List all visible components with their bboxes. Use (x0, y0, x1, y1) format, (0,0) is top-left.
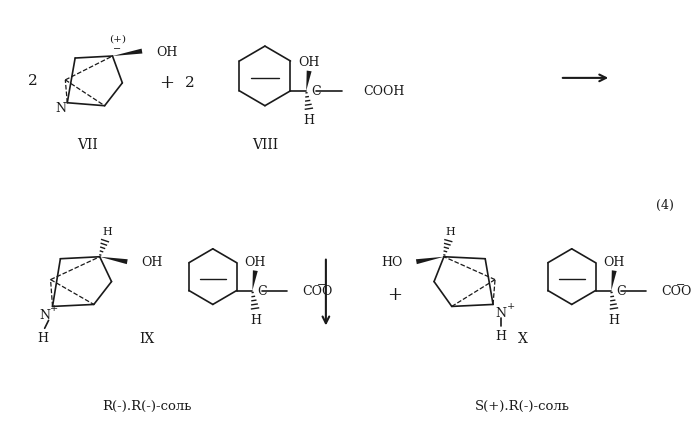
Text: X: X (518, 332, 528, 345)
Text: HO: HO (381, 256, 403, 269)
Text: 2: 2 (185, 76, 195, 90)
Text: S(+).R(-)-соль: S(+).R(-)-соль (475, 399, 570, 412)
Text: H: H (496, 329, 506, 342)
Text: N: N (55, 102, 66, 115)
Text: C: C (257, 284, 267, 297)
Text: (4): (4) (656, 198, 674, 211)
Text: R(-).R(-)-соль: R(-).R(-)-соль (102, 399, 192, 412)
Text: VII: VII (78, 138, 99, 152)
Text: OH: OH (156, 46, 177, 59)
Text: +: + (50, 303, 59, 312)
Text: COO: COO (303, 284, 333, 297)
Text: COOH: COOH (363, 85, 405, 98)
Text: N: N (39, 308, 50, 321)
Text: H: H (103, 227, 113, 237)
Text: C: C (311, 85, 321, 98)
Polygon shape (252, 271, 258, 291)
Text: H: H (250, 313, 261, 326)
Text: OH: OH (245, 256, 266, 269)
Text: (+): (+) (109, 35, 126, 43)
Polygon shape (416, 257, 444, 265)
Polygon shape (306, 72, 312, 92)
Polygon shape (100, 257, 128, 265)
Text: H: H (446, 227, 456, 237)
Text: IX: IX (139, 332, 154, 345)
Text: COO: COO (661, 284, 692, 297)
Text: 2: 2 (28, 74, 38, 88)
Polygon shape (612, 271, 617, 291)
Text: N: N (496, 306, 506, 319)
Text: OH: OH (603, 256, 625, 269)
Text: −: − (675, 279, 685, 289)
Text: −: − (317, 279, 326, 289)
Text: H: H (609, 313, 620, 326)
Text: OH: OH (141, 256, 162, 269)
Text: VIII: VIII (252, 138, 278, 152)
Text: +: + (159, 74, 174, 92)
Text: H: H (303, 114, 315, 127)
Text: +: + (507, 301, 515, 310)
Text: OH: OH (298, 56, 320, 69)
Text: H: H (37, 331, 48, 344)
Text: C: C (617, 284, 626, 297)
Text: −: − (113, 44, 122, 53)
Polygon shape (113, 49, 143, 57)
Text: +: + (387, 285, 402, 303)
